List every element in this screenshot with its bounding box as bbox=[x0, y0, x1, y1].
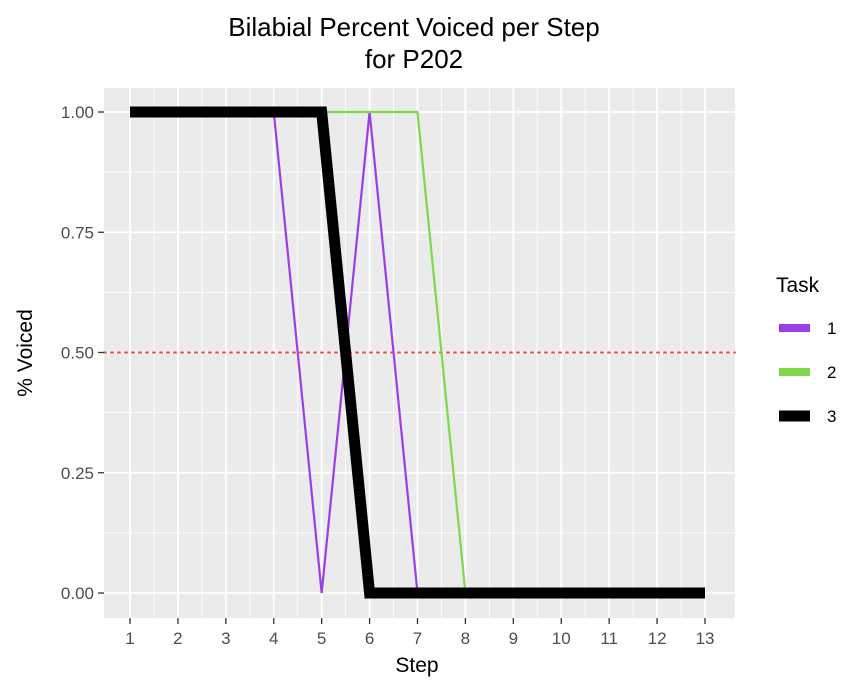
legend: 1 2 3 bbox=[779, 319, 836, 426]
series-line-3 bbox=[130, 106, 705, 599]
y-axis-ticks: 0.00 0.25 0.50 0.75 1.00 bbox=[61, 103, 104, 603]
x-axis-title: Step bbox=[395, 654, 438, 677]
legend-label-2: 2 bbox=[827, 363, 836, 382]
x-tick-label: 4 bbox=[269, 629, 278, 648]
y-axis-title: % Voiced bbox=[14, 309, 37, 397]
x-tick-label: 1 bbox=[125, 629, 134, 648]
x-tick-label: 12 bbox=[648, 629, 667, 648]
x-tick-label: 6 bbox=[365, 629, 374, 648]
y-tick-label: 0.00 bbox=[61, 584, 94, 603]
x-axis-ticks: 1 2 3 4 5 6 7 8 9 10 11 12 13 bbox=[125, 618, 714, 648]
y-tick-label: 0.75 bbox=[61, 223, 94, 242]
x-tick-label: 11 bbox=[600, 629, 618, 648]
x-tick-label: 7 bbox=[413, 629, 422, 648]
x-tick-label: 8 bbox=[461, 629, 470, 648]
x-tick-label: 13 bbox=[696, 629, 715, 648]
x-tick-label: 5 bbox=[317, 629, 326, 648]
y-tick-label: 0.50 bbox=[61, 344, 94, 363]
chart-title-line-1: Bilabial Percent Voiced per Step bbox=[228, 12, 599, 42]
y-tick-label: 0.25 bbox=[61, 464, 94, 483]
x-tick-label: 9 bbox=[509, 629, 518, 648]
legend-label-1: 1 bbox=[827, 319, 836, 338]
y-tick-label: 1.00 bbox=[61, 103, 94, 122]
x-tick-label: 2 bbox=[173, 629, 182, 648]
series-layer bbox=[130, 106, 705, 599]
x-tick-label: 10 bbox=[552, 629, 571, 648]
x-tick-label: 3 bbox=[221, 629, 230, 648]
legend-label-3: 3 bbox=[827, 407, 836, 426]
chart-title-line-2: for P202 bbox=[365, 44, 463, 74]
legend-title: Task bbox=[776, 274, 820, 297]
